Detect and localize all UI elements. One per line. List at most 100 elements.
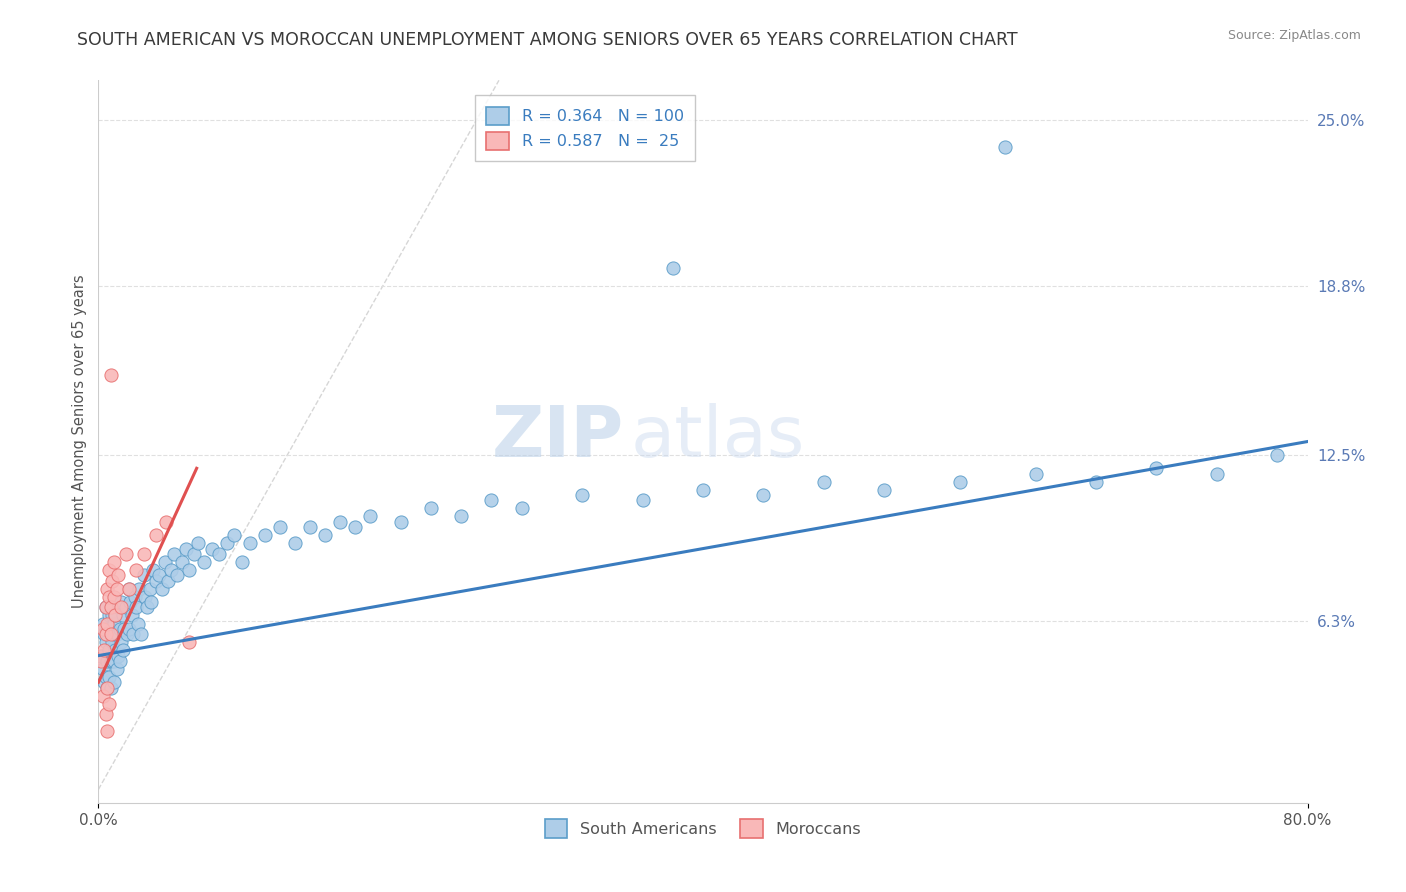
Point [103,555,125,569]
Point [121,608,143,623]
Point [91,662,114,676]
Point [104,643,127,657]
Point [94,600,117,615]
Point [91,689,114,703]
Point [187,536,209,550]
Point [120,595,142,609]
Point [239,536,262,550]
Point [481,493,503,508]
Point [90,654,112,668]
Point [125,600,148,615]
Point [142,563,165,577]
Point [344,520,367,534]
Point [105,662,128,676]
Point [91,616,114,631]
Point [949,475,972,489]
Point [114,600,136,615]
Point [127,616,149,631]
Point [108,622,131,636]
Point [110,600,132,615]
Point [93,627,115,641]
Point [153,555,176,569]
Point [420,501,443,516]
Point [156,574,179,588]
Point [170,555,193,569]
Point [269,520,291,534]
Point [631,493,654,508]
Point [150,582,173,596]
Point [208,547,231,561]
Point [96,582,118,596]
Point [96,654,118,668]
Point [813,475,835,489]
Text: SOUTH AMERICAN VS MOROCCAN UNEMPLOYMENT AMONG SENIORS OVER 65 YEARS CORRELATION : SOUTH AMERICAN VS MOROCCAN UNEMPLOYMENT … [77,31,1018,49]
Y-axis label: Unemployment Among Seniors over 65 years: Unemployment Among Seniors over 65 years [72,275,87,608]
Point [110,595,132,609]
Point [1024,467,1046,481]
Point [1206,467,1229,481]
Point [752,488,775,502]
Point [105,627,128,641]
Point [103,675,125,690]
Point [141,595,163,609]
Point [107,600,129,615]
Text: Source: ZipAtlas.com: Source: ZipAtlas.com [1227,29,1361,42]
Point [128,582,150,596]
Point [101,635,124,649]
Point [105,582,128,596]
Point [129,627,152,641]
Point [692,483,714,497]
Point [114,547,136,561]
Point [571,488,593,502]
Point [96,622,118,636]
Point [103,590,125,604]
Point [94,670,117,684]
Point [994,140,1017,154]
Point [1267,448,1289,462]
Point [166,568,188,582]
Point [94,635,117,649]
Point [90,648,112,663]
Point [224,528,246,542]
Point [389,515,412,529]
Point [135,600,157,615]
Point [98,590,121,604]
Point [115,627,138,641]
Point [100,368,122,382]
Point [450,509,472,524]
Point [661,260,683,275]
Point [93,675,115,690]
Point [163,547,186,561]
Point [96,681,118,695]
Point [215,536,238,550]
Point [160,563,183,577]
Point [314,528,336,542]
Text: ZIP: ZIP [492,403,624,473]
Point [101,654,124,668]
Point [94,600,117,615]
Point [139,582,162,596]
Point [103,627,125,641]
Point [299,520,322,534]
Point [96,723,118,738]
Point [118,622,141,636]
Point [96,616,118,631]
Point [98,697,121,711]
Point [103,654,125,668]
Point [122,627,145,641]
Point [100,622,122,636]
Point [98,670,121,684]
Point [104,608,127,623]
Point [145,574,167,588]
Point [98,563,121,577]
Point [108,654,131,668]
Point [118,582,141,596]
Point [98,643,121,657]
Point [111,643,134,657]
Point [284,536,307,550]
Point [110,635,132,649]
Text: atlas: atlas [630,403,804,473]
Point [100,654,122,668]
Point [201,541,224,556]
Point [100,681,122,695]
